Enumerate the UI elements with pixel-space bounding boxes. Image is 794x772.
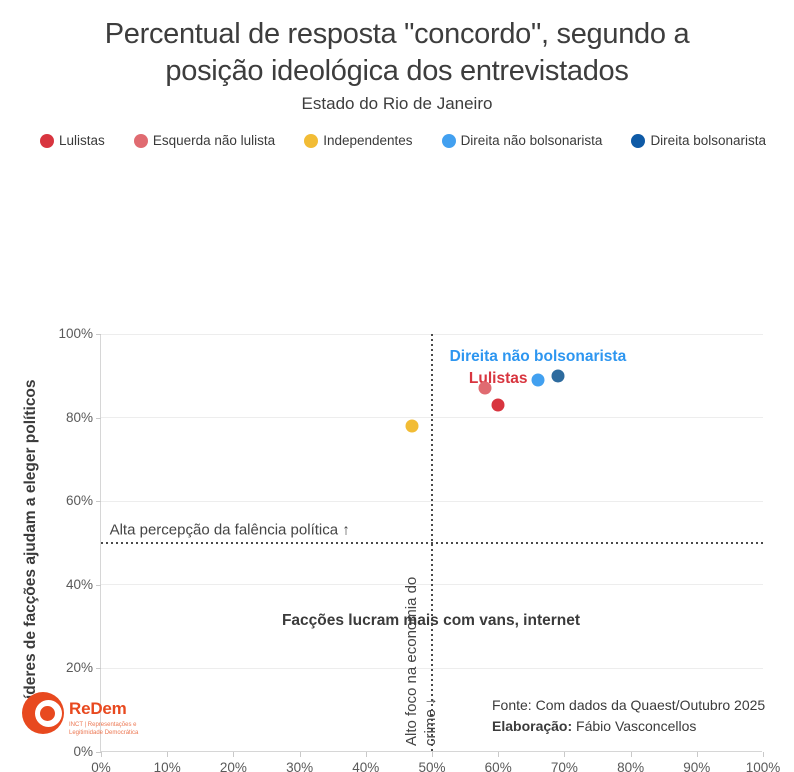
elaboration-prefix: Elaboração: [492, 718, 573, 734]
elaboration-text: Fábio Vasconcellos [572, 718, 697, 734]
x-tick-label: 90% [683, 760, 711, 772]
y-tick-mark [96, 752, 101, 753]
x-tick-mark [101, 752, 102, 757]
logo-text-block: ReDem INCT | Representações e Legitimida… [69, 692, 138, 737]
legend-item: Direita não bolsonarista [441, 133, 603, 148]
legend-label: Direita bolsonarista [650, 133, 766, 148]
x-tick-mark [299, 752, 301, 757]
point-label: Direita não bolsonarista [449, 347, 627, 365]
chart-region: Líderes de facções ajudam a eleger polít… [0, 160, 794, 772]
y-tick-label: 20% [65, 660, 93, 676]
point-label: Lulistas [468, 370, 528, 388]
x-tick-mark [564, 752, 566, 757]
x-tick-mark [763, 752, 764, 757]
legend-swatch-icon [441, 133, 456, 148]
data-point [551, 369, 565, 383]
legend-swatch-icon [304, 133, 319, 148]
source-prefix: Fonte: [492, 697, 532, 713]
y-tick-mark [96, 417, 101, 419]
chart-subtitle: Estado do Rio de Janeiro [301, 94, 493, 113]
x-tick-mark [498, 752, 500, 757]
x-tick-mark [630, 752, 632, 757]
legend-label: Direita não bolsonarista [460, 133, 603, 148]
y-tick-mark [96, 584, 101, 586]
legend-label: Lulistas [59, 133, 105, 148]
data-point [531, 373, 545, 387]
legend-label: Independentes [323, 133, 413, 148]
logo-tagline: INCT | Representações e Legitimidade Dem… [69, 722, 139, 737]
legend-swatch-icon [631, 133, 646, 148]
x-tick-label: 40% [352, 760, 380, 772]
x-tick-label: 30% [286, 760, 314, 772]
x-tick-mark [432, 752, 433, 757]
data-point [478, 381, 492, 395]
footer: ReDem INCT | Representações e Legitimida… [0, 682, 794, 772]
y-tick-label: 0% [73, 744, 93, 759]
y-tick-label: 80% [65, 409, 93, 425]
x-tick-mark [167, 752, 169, 757]
legend: Lulistas Esquerda não lulista Independente… [40, 133, 766, 148]
y-tick-mark [96, 334, 101, 335]
source-block: Fonte: Com dados da Quaest/Outubro 2025 … [492, 695, 765, 737]
x-tick-label: 100% [745, 760, 781, 772]
quadrant-annotation: Alta percepção da falência política ↑ [109, 521, 350, 539]
logo-name: ReDem [69, 699, 127, 718]
x-tick-mark [365, 752, 367, 757]
logo-core-shape [40, 706, 55, 721]
y-tick-label: 100% [58, 326, 93, 341]
logo-ring-shape [35, 700, 62, 727]
reference-line-vertical [431, 334, 433, 752]
source-line: Fonte: Com dados da Quaest/Outubro 2025 [492, 695, 765, 716]
legend-item: Lulistas [40, 133, 105, 148]
data-point [491, 398, 505, 412]
x-tick-label: 20% [219, 760, 247, 772]
y-tick-mark [96, 668, 101, 670]
plot-area: 0% 20% 40% 60% 80% 100% 0% 10% 20% 30% 40% 50% 60% 70… [58, 326, 780, 772]
legend-item: Esquerda não lulista [133, 133, 276, 148]
redem-logo-icon [22, 692, 64, 734]
x-axis-title: Facções lucram mais com vans, internet [281, 612, 581, 629]
legend-label: Esquerda não lulista [152, 133, 276, 148]
legend-swatch-icon [40, 133, 54, 148]
legend-item: Direita bolsonarista [631, 133, 766, 148]
y-tick-label: 60% [65, 493, 93, 509]
legend-item: Independentes [304, 133, 413, 148]
x-tick-label: 50% [418, 760, 446, 772]
chart-title: Percentual de resposta "concordo", segun… [104, 18, 690, 88]
elaboration-line: Elaboração: Fábio Vasconcellos [492, 716, 765, 737]
x-tick-label: 80% [617, 760, 645, 772]
x-tick-label: 70% [550, 760, 578, 772]
x-tick-label: 0% [91, 760, 111, 772]
x-tick-mark [696, 752, 698, 757]
y-tick-mark [96, 501, 101, 503]
x-tick-label: 10% [153, 760, 181, 772]
x-tick-label: 60% [484, 760, 512, 772]
source-text: Com dados da Quaest/Outubro 2025 [531, 697, 766, 713]
y-tick-label: 40% [65, 576, 93, 592]
legend-swatch-icon [133, 133, 148, 148]
redem-logo: ReDem INCT | Representações e Legitimida… [22, 692, 138, 737]
x-tick-mark [233, 752, 235, 757]
data-point [405, 419, 419, 433]
